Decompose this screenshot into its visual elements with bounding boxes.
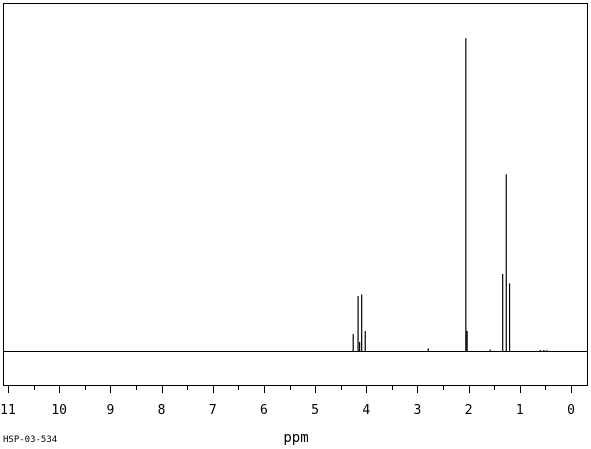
tick-label-2: 2 <box>465 403 473 418</box>
tick-label-0: 0 <box>567 403 575 418</box>
plot-frame <box>3 3 588 386</box>
spectrum-id-label: HSP-03-534 <box>3 435 57 445</box>
tick-label-4: 4 <box>362 403 370 418</box>
tick-label-5: 5 <box>311 403 319 418</box>
tick-label-6: 6 <box>260 403 268 418</box>
x-axis-label: ppm <box>283 430 308 446</box>
tick-label-10: 10 <box>51 403 67 418</box>
tick-label-9: 9 <box>106 403 114 418</box>
tick-label-1: 1 <box>516 403 524 418</box>
x-axis-ticks: 11 10 9 8 7 6 5 4 3 2 1 0 <box>0 386 575 418</box>
tick-label-8: 8 <box>158 403 166 418</box>
tick-label-3: 3 <box>414 403 422 418</box>
peaks-group <box>352 38 548 352</box>
tick-label-7: 7 <box>209 403 217 418</box>
tick-label-11: 11 <box>0 403 16 418</box>
